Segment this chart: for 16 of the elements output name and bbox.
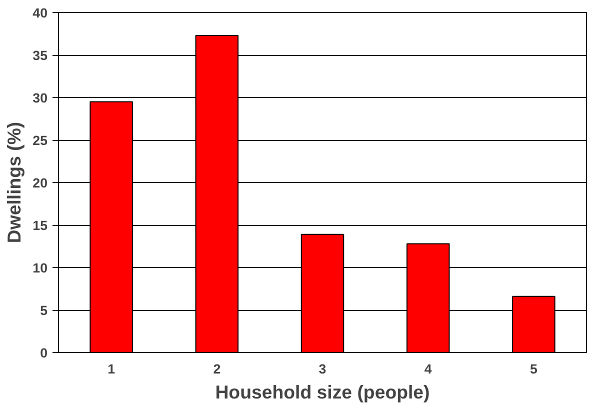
y-tick-label: 20 — [32, 176, 48, 190]
y-tick-label: 35 — [32, 48, 48, 63]
y-tick-label: 5 — [40, 303, 48, 318]
x-tick-label: 5 — [530, 362, 538, 376]
x-tick-label: 2 — [213, 362, 221, 376]
x-tick-label: 1 — [108, 362, 116, 376]
x-tick-label: 3 — [318, 362, 326, 376]
y-tick-label: 40 — [32, 6, 48, 20]
x-axis-title: Household size (people) — [215, 382, 430, 402]
y-tick-label: 25 — [32, 133, 48, 148]
x-tick-label: 4 — [424, 362, 432, 376]
y-tick-label: 0 — [40, 346, 48, 360]
y-axis-title: Dwellings (%) — [4, 122, 25, 244]
y-tick-label: 15 — [32, 218, 48, 233]
y-tick-label: 30 — [32, 90, 48, 106]
y-tick-label: 10 — [32, 260, 48, 276]
